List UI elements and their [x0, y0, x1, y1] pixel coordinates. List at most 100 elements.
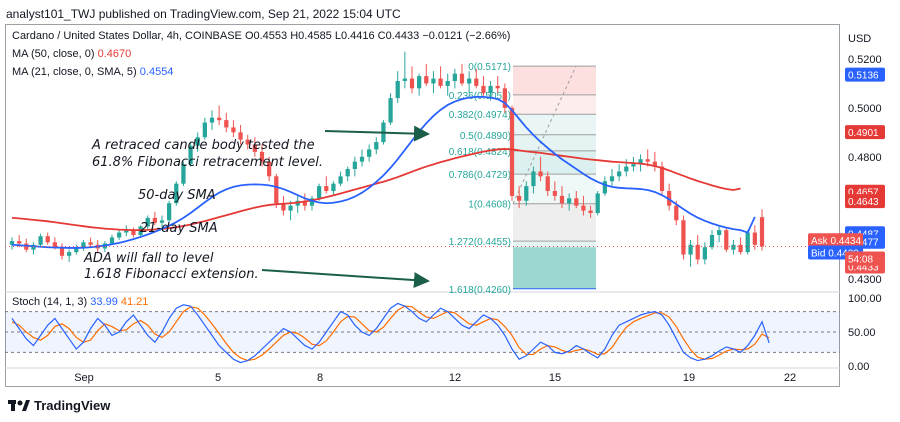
candle-body — [409, 78, 415, 89]
candle-body — [124, 230, 129, 233]
candle-body — [502, 88, 507, 108]
candle-body — [274, 176, 279, 204]
candle-body — [724, 230, 729, 250]
candle-body — [88, 242, 93, 245]
candle-body — [517, 195, 522, 201]
annotation-fall-1: ADA will fall to level — [84, 251, 214, 266]
candle-body — [645, 159, 650, 162]
price-label-badge — [845, 251, 885, 266]
candle-body — [745, 232, 750, 253]
candle-body — [38, 236, 43, 245]
fib-zone — [513, 134, 596, 151]
candle-body — [152, 217, 157, 223]
tradingview-logo-icon — [8, 399, 30, 411]
price-label-badge — [845, 125, 885, 140]
candle-body — [281, 203, 286, 211]
annotation-21-sma: 21-day SMA — [140, 221, 218, 236]
candle-body — [438, 78, 443, 86]
price-axis-currency: USD — [848, 33, 871, 45]
price-label-text: 0.4901 — [848, 128, 879, 139]
candle-body — [417, 76, 422, 89]
annotation-fall-2: 1.618 Fibonacci extension. — [84, 267, 259, 282]
candle-body — [181, 164, 186, 184]
tradingview-footer: TradingView — [8, 398, 110, 413]
candle-body — [45, 236, 50, 243]
candle-body — [252, 144, 257, 152]
candle-body — [467, 78, 472, 84]
candle-body — [217, 117, 222, 121]
price-axis-tick: 0.5000 — [848, 103, 882, 115]
candle-body — [195, 137, 200, 146]
candle-body — [759, 217, 765, 247]
candle-body — [638, 159, 643, 165]
ma21-value: 0.4554 — [139, 66, 174, 78]
candle-body — [402, 78, 407, 81]
time-axis-tick: Sep — [74, 372, 94, 384]
candle-body — [31, 244, 36, 250]
candle-body — [167, 203, 172, 221]
candle-body — [331, 183, 336, 191]
candle-body — [388, 98, 393, 123]
candle-body — [752, 232, 757, 245]
candle-body — [188, 145, 193, 165]
price-label-text: 0.4477 — [848, 238, 879, 249]
candle-body — [52, 242, 57, 248]
candle-body — [545, 176, 550, 191]
candle-body — [488, 85, 493, 94]
candle-body — [209, 117, 215, 123]
candle-body — [17, 241, 22, 244]
candle-body — [109, 237, 115, 244]
candle-body — [709, 235, 715, 248]
candle-body — [574, 198, 579, 206]
publish-header: analyst101_TWJ published on TradingView.… — [6, 7, 401, 21]
candle-body — [617, 171, 622, 177]
fib-zone — [513, 247, 596, 289]
price-label-badge — [808, 233, 863, 248]
candle-body — [624, 166, 629, 172]
symbol-name: Cardano / United States Dollar, 4h, COIN… — [12, 30, 242, 42]
candle-body — [359, 156, 365, 162]
fib-level-label: 1.272(0.4455) — [449, 237, 511, 248]
stoch-d-value: 41.21 — [120, 296, 149, 308]
symbol-legend: Cardano / United States Dollar, 4h, COIN… — [12, 30, 510, 42]
candle-body — [202, 122, 207, 138]
candle-body — [59, 247, 65, 256]
tradingview-brand: TradingView — [34, 398, 111, 413]
candle-body — [602, 181, 607, 194]
candle-body — [9, 241, 15, 245]
price-axis-tick: 0.4300 — [848, 274, 882, 286]
fib-zone — [513, 94, 596, 115]
candle-body — [702, 247, 707, 260]
candle-body — [159, 220, 165, 223]
annotation-arrow-fall — [261, 269, 430, 289]
time-axis-tick: 8 — [317, 372, 323, 384]
price-label-text: 0.4657 — [848, 188, 879, 199]
chart-frame — [5, 24, 840, 387]
candle-body — [695, 244, 700, 260]
candle-body — [302, 200, 307, 206]
stoch-axis-tick: 100.00 — [848, 293, 882, 305]
fib-zone — [513, 114, 596, 135]
fib-level-label: 0.786(0.4729) — [449, 170, 511, 181]
ma21-legend: MA (21, close, 0, SMA, 5) 0.4554 — [12, 66, 173, 78]
price-label-text: 54:08 — [848, 254, 873, 265]
fib-level-label: 1(0.4608) — [468, 200, 511, 211]
candle-body — [609, 176, 615, 182]
candle-body — [588, 210, 593, 213]
candle-body — [559, 195, 565, 204]
candle-body — [131, 230, 136, 235]
candle-body — [652, 161, 657, 167]
candle-body — [552, 191, 557, 196]
candle-body — [459, 73, 465, 84]
price-label-text: 0.4643 — [848, 197, 879, 208]
candle-body — [431, 78, 436, 84]
fib-trend-line — [512, 65, 577, 204]
ma50-value: 0.4670 — [97, 48, 132, 60]
candle-body — [495, 85, 500, 89]
candle-body — [474, 78, 479, 86]
time-axis-tick: 22 — [784, 372, 796, 384]
candle-body — [631, 164, 636, 167]
candle-body — [352, 161, 357, 169]
ma50-legend: MA (50, close, 0) 0.4670 — [12, 48, 131, 60]
